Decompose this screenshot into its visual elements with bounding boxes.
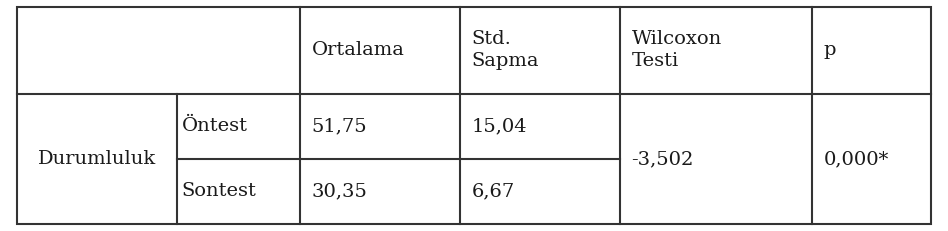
Text: -3,502: -3,502: [631, 150, 694, 168]
Text: Sontest: Sontest: [182, 182, 257, 201]
Text: 6,67: 6,67: [472, 182, 515, 201]
Text: Durumluluk: Durumluluk: [38, 150, 156, 168]
Text: Std.
Sapma: Std. Sapma: [472, 30, 539, 70]
Text: Wilcoxon
Testi: Wilcoxon Testi: [631, 30, 721, 70]
Text: 51,75: 51,75: [312, 117, 368, 135]
Text: Ortalama: Ortalama: [312, 41, 405, 59]
Text: 0,000*: 0,000*: [824, 150, 889, 168]
Text: Öntest: Öntest: [182, 117, 247, 135]
Text: 30,35: 30,35: [312, 182, 368, 201]
Text: 15,04: 15,04: [472, 117, 527, 135]
Text: p: p: [824, 41, 836, 59]
